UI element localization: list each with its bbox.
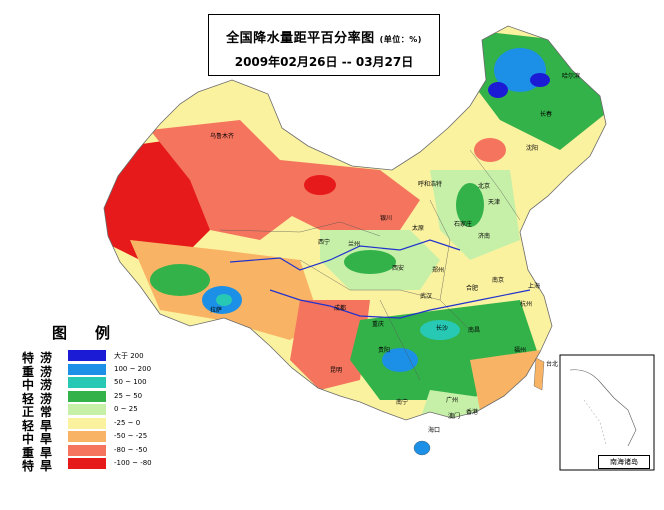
legend-item-range: 大于 200 bbox=[114, 352, 144, 360]
legend-item-range: -50 ~ -25 bbox=[114, 432, 148, 440]
hainan bbox=[413, 440, 431, 456]
city-label: 兰州 bbox=[348, 240, 360, 248]
legend-item-label: 轻涝 bbox=[22, 391, 59, 406]
legend-item-range: 0 ~ 25 bbox=[114, 405, 138, 413]
legend-item-label: 中涝 bbox=[22, 378, 59, 392]
legend-swatch bbox=[68, 417, 106, 429]
city-label: 杭州 bbox=[520, 300, 532, 308]
city-label: 成都 bbox=[334, 304, 346, 312]
city-label: 台北 bbox=[546, 360, 558, 368]
province-lines bbox=[219, 149, 521, 381]
city-label: 呼和浩特 bbox=[418, 180, 442, 188]
city-label: 拉萨 bbox=[210, 306, 222, 314]
city-label: 长春 bbox=[540, 110, 552, 118]
city-label: 西宁 bbox=[318, 238, 330, 246]
yangtze-river bbox=[269, 289, 531, 319]
legend-swatch bbox=[68, 444, 106, 456]
city-label: 西安 bbox=[392, 264, 404, 272]
taiwan bbox=[533, 357, 545, 391]
legend-item-label: 重旱 bbox=[22, 445, 59, 460]
legend-item-range: 100 ~ 200 bbox=[114, 364, 152, 373]
city-label: 北京 bbox=[478, 182, 490, 190]
city-label: 哈尔滨 bbox=[562, 72, 580, 80]
city-label: 广州 bbox=[446, 396, 458, 404]
city-label: 上海 bbox=[528, 282, 540, 290]
city-label: 天津 bbox=[488, 199, 500, 206]
south-china-sea-inset bbox=[559, 354, 655, 471]
city-label: 郑州 bbox=[432, 266, 444, 274]
yellow-river bbox=[229, 239, 461, 271]
city-label: 海口 bbox=[428, 426, 440, 434]
city-label: 福州 bbox=[514, 346, 526, 354]
city-label: 澳门 bbox=[448, 412, 460, 420]
legend-item-range: -25 ~ 0 bbox=[114, 418, 141, 427]
inset-caption: 南海诸岛 bbox=[598, 455, 650, 469]
city-label: 南京 bbox=[492, 276, 504, 284]
city-label: 长沙 bbox=[436, 324, 448, 332]
city-label: 乌鲁木齐 bbox=[210, 132, 234, 140]
city-label: 香港 bbox=[466, 408, 478, 416]
city-label: 太原 bbox=[412, 224, 424, 232]
city-label: 济南 bbox=[478, 232, 490, 240]
city-label: 南昌 bbox=[468, 326, 480, 334]
city-label: 贵阳 bbox=[378, 346, 390, 354]
legend-item-range: 25 ~ 50 bbox=[114, 391, 143, 400]
legend-item-label: 轻旱 bbox=[22, 418, 59, 433]
legend-swatch bbox=[68, 458, 106, 469]
city-label: 南宁 bbox=[396, 398, 408, 406]
city-label: 合肥 bbox=[466, 284, 478, 292]
legend-item-label: 特旱 bbox=[22, 459, 59, 473]
legend-item-label: 中旱 bbox=[22, 432, 59, 446]
city-label: 银川 bbox=[380, 214, 392, 222]
title-date: 2009年02月26日 -- 03月27日 bbox=[234, 55, 414, 69]
city-label: 武汉 bbox=[420, 292, 432, 300]
national-border bbox=[103, 25, 607, 421]
legend-item-range: -100 ~ -80 bbox=[114, 459, 152, 467]
legend-swatch bbox=[68, 431, 106, 442]
legend-swatch bbox=[68, 404, 106, 415]
city-label: 昆明 bbox=[330, 367, 342, 374]
title-text: 全国降水量距平百分率图 bbox=[226, 31, 375, 46]
legend-item-range: 50 ~ 100 bbox=[114, 378, 147, 386]
legend-swatch bbox=[68, 377, 106, 388]
city-label: 沈阳 bbox=[526, 144, 538, 152]
title-unit: (单位：%) bbox=[379, 35, 422, 44]
legend-item-range: -80 ~ -50 bbox=[114, 445, 148, 454]
city-label: 重庆 bbox=[372, 320, 384, 328]
legend-title: 图例 bbox=[52, 324, 139, 342]
legend-swatch bbox=[68, 390, 106, 402]
legend-item-label: 特涝 bbox=[22, 351, 59, 365]
city-label: 石家庄 bbox=[454, 220, 472, 228]
legend-item-label: 正常 bbox=[22, 405, 59, 419]
legend-swatch bbox=[68, 363, 106, 375]
legend-item-label: 重涝 bbox=[22, 364, 59, 379]
map-title: 全国降水量距平百分率图 (单位：%) bbox=[209, 27, 439, 46]
legend-swatch bbox=[68, 350, 106, 361]
map-title-box: 全国降水量距平百分率图 (单位：%) 2009年02月26日 -- 03月27日 bbox=[208, 14, 440, 76]
